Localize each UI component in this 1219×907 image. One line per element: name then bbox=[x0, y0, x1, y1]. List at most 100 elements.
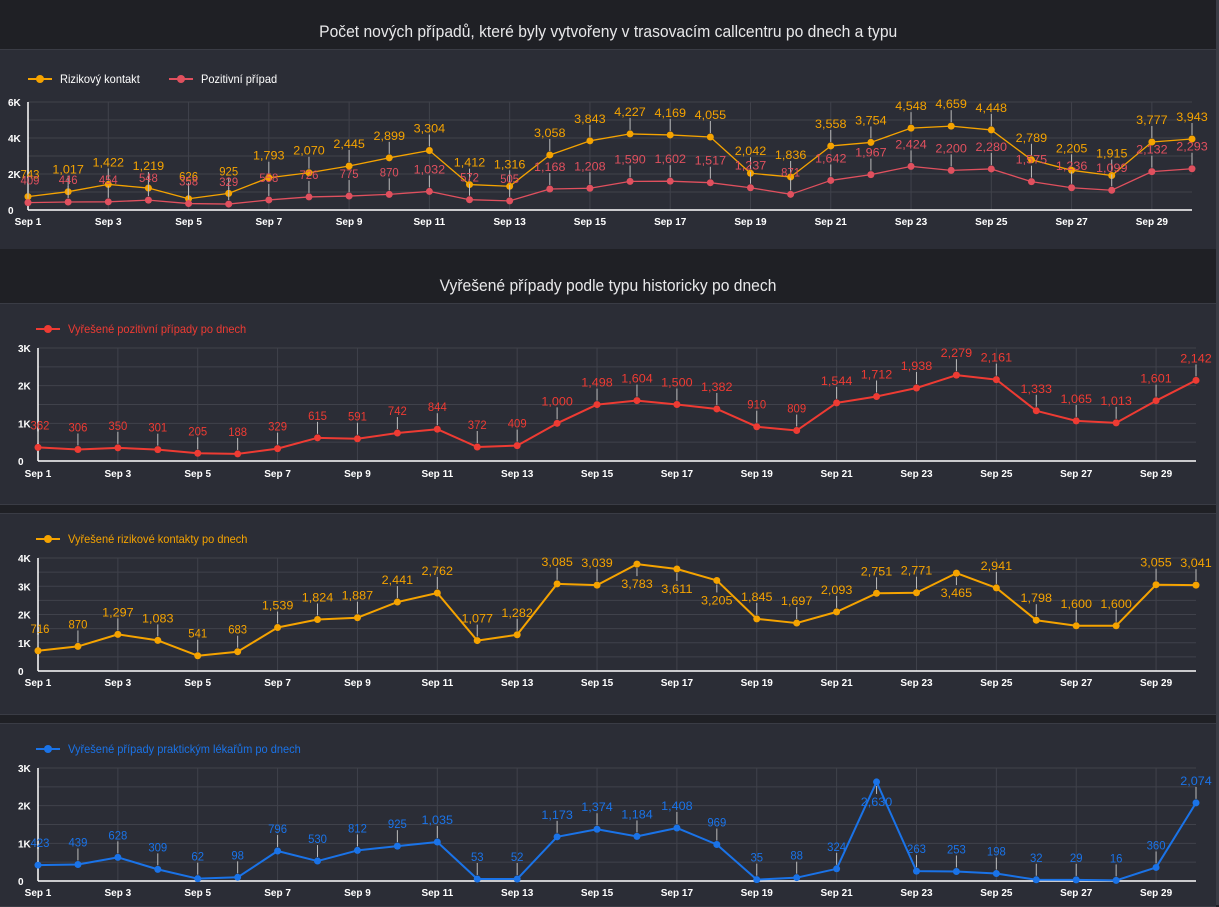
data-label: 32 bbox=[1030, 851, 1043, 865]
data-point bbox=[114, 444, 122, 452]
x-tick-label: Sep 3 bbox=[105, 678, 132, 689]
scrollbar-track[interactable] bbox=[1216, 0, 1219, 905]
data-point bbox=[473, 443, 481, 451]
chart-resolved-positive: 0 1K 2K 3K Sep 1 Sep 3 Sep 5 Sep 7 Sep 9 Sep 11 Se… bbox=[18, 344, 1212, 480]
data-label: 1,297 bbox=[102, 605, 134, 619]
data-point bbox=[546, 185, 554, 193]
x-tick-label: Sep 3 bbox=[95, 217, 122, 228]
data-label: 1,208 bbox=[574, 159, 606, 173]
data-label: 360 bbox=[1147, 838, 1166, 852]
y-tick-label: 0 bbox=[18, 877, 24, 888]
data-point bbox=[626, 130, 634, 138]
series-line bbox=[27, 125, 1193, 200]
x-tick-label: Sep 21 bbox=[820, 888, 853, 899]
x-tick-label: Sep 9 bbox=[344, 469, 371, 480]
data-label: 1,575 bbox=[1016, 153, 1048, 167]
x-tick-label: Sep 13 bbox=[501, 469, 534, 480]
data-label: 3,055 bbox=[1140, 556, 1172, 570]
data-point bbox=[713, 576, 721, 584]
data-label: 1,077 bbox=[461, 612, 493, 626]
data-point bbox=[314, 857, 322, 865]
data-label: 372 bbox=[468, 418, 487, 432]
data-point bbox=[1072, 417, 1080, 425]
data-point bbox=[64, 198, 72, 206]
x-tick-label: Sep 19 bbox=[741, 678, 774, 689]
data-label: 306 bbox=[68, 420, 87, 434]
data-label: 1,938 bbox=[901, 359, 933, 373]
section-title-text: Vyřešené případy podle typu historicky p… bbox=[439, 276, 777, 295]
series-swatch-icon bbox=[36, 535, 60, 543]
data-point bbox=[1192, 799, 1200, 807]
data-point bbox=[553, 419, 561, 427]
data-label: 53 bbox=[471, 850, 484, 864]
data-point bbox=[553, 580, 561, 588]
x-tick-label: Sep 9 bbox=[344, 888, 371, 899]
data-point bbox=[1108, 186, 1116, 194]
x-tick-label: Sep 29 bbox=[1136, 217, 1169, 228]
data-label: 558 bbox=[259, 171, 278, 185]
chart-card-resolved-gp: Vyřešené případy praktickým lékařům po d… bbox=[0, 723, 1216, 907]
data-point bbox=[907, 124, 915, 132]
x-tick-label: Sep 3 bbox=[105, 888, 132, 899]
legend-item-resolved-positive[interactable]: Vyřešené pozitivní případy po dnech bbox=[36, 322, 262, 336]
data-label: 1,065 bbox=[1060, 392, 1092, 406]
data-label: 3,205 bbox=[701, 593, 733, 607]
data-point bbox=[746, 184, 754, 192]
data-point bbox=[706, 133, 714, 141]
data-point bbox=[992, 870, 1000, 878]
data-point bbox=[947, 122, 955, 130]
series-swatch-icon bbox=[28, 75, 52, 83]
data-point bbox=[345, 162, 353, 170]
data-point bbox=[787, 173, 795, 181]
x-tick-label: Sep 15 bbox=[581, 678, 614, 689]
data-label: 1,845 bbox=[741, 590, 773, 604]
data-label: 3,039 bbox=[581, 556, 613, 570]
data-label: 3,085 bbox=[541, 555, 573, 569]
data-label: 1,173 bbox=[541, 808, 573, 822]
data-label: 1,219 bbox=[133, 159, 165, 173]
data-point bbox=[753, 615, 761, 623]
legend-item-positive-case[interactable]: Pozitivní případ bbox=[168, 72, 284, 86]
data-point bbox=[114, 853, 122, 861]
x-tick-label: Sep 1 bbox=[25, 678, 52, 689]
y-tick-label: 2K bbox=[18, 611, 32, 622]
data-label: 263 bbox=[907, 842, 926, 856]
data-label: 742 bbox=[388, 404, 407, 418]
data-point bbox=[593, 825, 601, 833]
data-label: 726 bbox=[300, 168, 319, 182]
series-1: 716 870 1,297 1,083 541 683 1,539 1,824 1,887 2,4… bbox=[31, 555, 1212, 660]
data-label: 446 bbox=[59, 173, 78, 187]
x-tick-label: Sep 21 bbox=[815, 217, 848, 228]
legend-label: Pozitivní případ bbox=[200, 72, 277, 86]
legend-item-resolved-risk[interactable]: Vyřešené rizikové kontakty po dnech bbox=[36, 532, 263, 546]
legend-item-risk-contact[interactable]: Rizikový kontakt bbox=[28, 72, 147, 86]
data-point bbox=[466, 196, 474, 204]
series-line bbox=[37, 563, 1197, 657]
data-point bbox=[1072, 622, 1080, 630]
y-tick-label: 0 bbox=[18, 457, 24, 468]
data-label: 716 bbox=[31, 622, 50, 636]
x-tick-label: Sep 17 bbox=[661, 888, 694, 899]
x-tick-label: Sep 11 bbox=[421, 888, 453, 899]
data-label: 1,013 bbox=[1100, 394, 1132, 408]
data-point bbox=[1188, 165, 1196, 173]
data-point bbox=[1112, 876, 1120, 884]
y-tick-label: 0 bbox=[8, 206, 14, 217]
data-point bbox=[947, 166, 955, 174]
data-label: 3,558 bbox=[815, 117, 847, 131]
data-label: 88 bbox=[790, 849, 803, 863]
data-label: 2,200 bbox=[935, 141, 967, 155]
chart-resolved-risk: 0 1K 2K 3K 4K Sep 1 Sep 3 Sep 5 Sep 7 Sep 9 Sep 11… bbox=[18, 554, 1212, 689]
data-label: 743 bbox=[21, 168, 40, 182]
data-point bbox=[185, 200, 193, 208]
x-tick-label: Sep 17 bbox=[661, 469, 694, 480]
data-label: 1,282 bbox=[501, 606, 533, 620]
legend-item-resolved-gp[interactable]: Vyřešené případy praktickým lékařům po d… bbox=[36, 742, 321, 756]
data-label: 3,041 bbox=[1180, 556, 1212, 570]
data-point bbox=[793, 874, 801, 882]
data-label: 98 bbox=[231, 848, 244, 862]
data-label: 350 bbox=[108, 419, 127, 433]
y-tick-label: 3K bbox=[18, 764, 32, 775]
data-label: 775 bbox=[340, 167, 359, 181]
data-label: 1,035 bbox=[422, 813, 454, 827]
